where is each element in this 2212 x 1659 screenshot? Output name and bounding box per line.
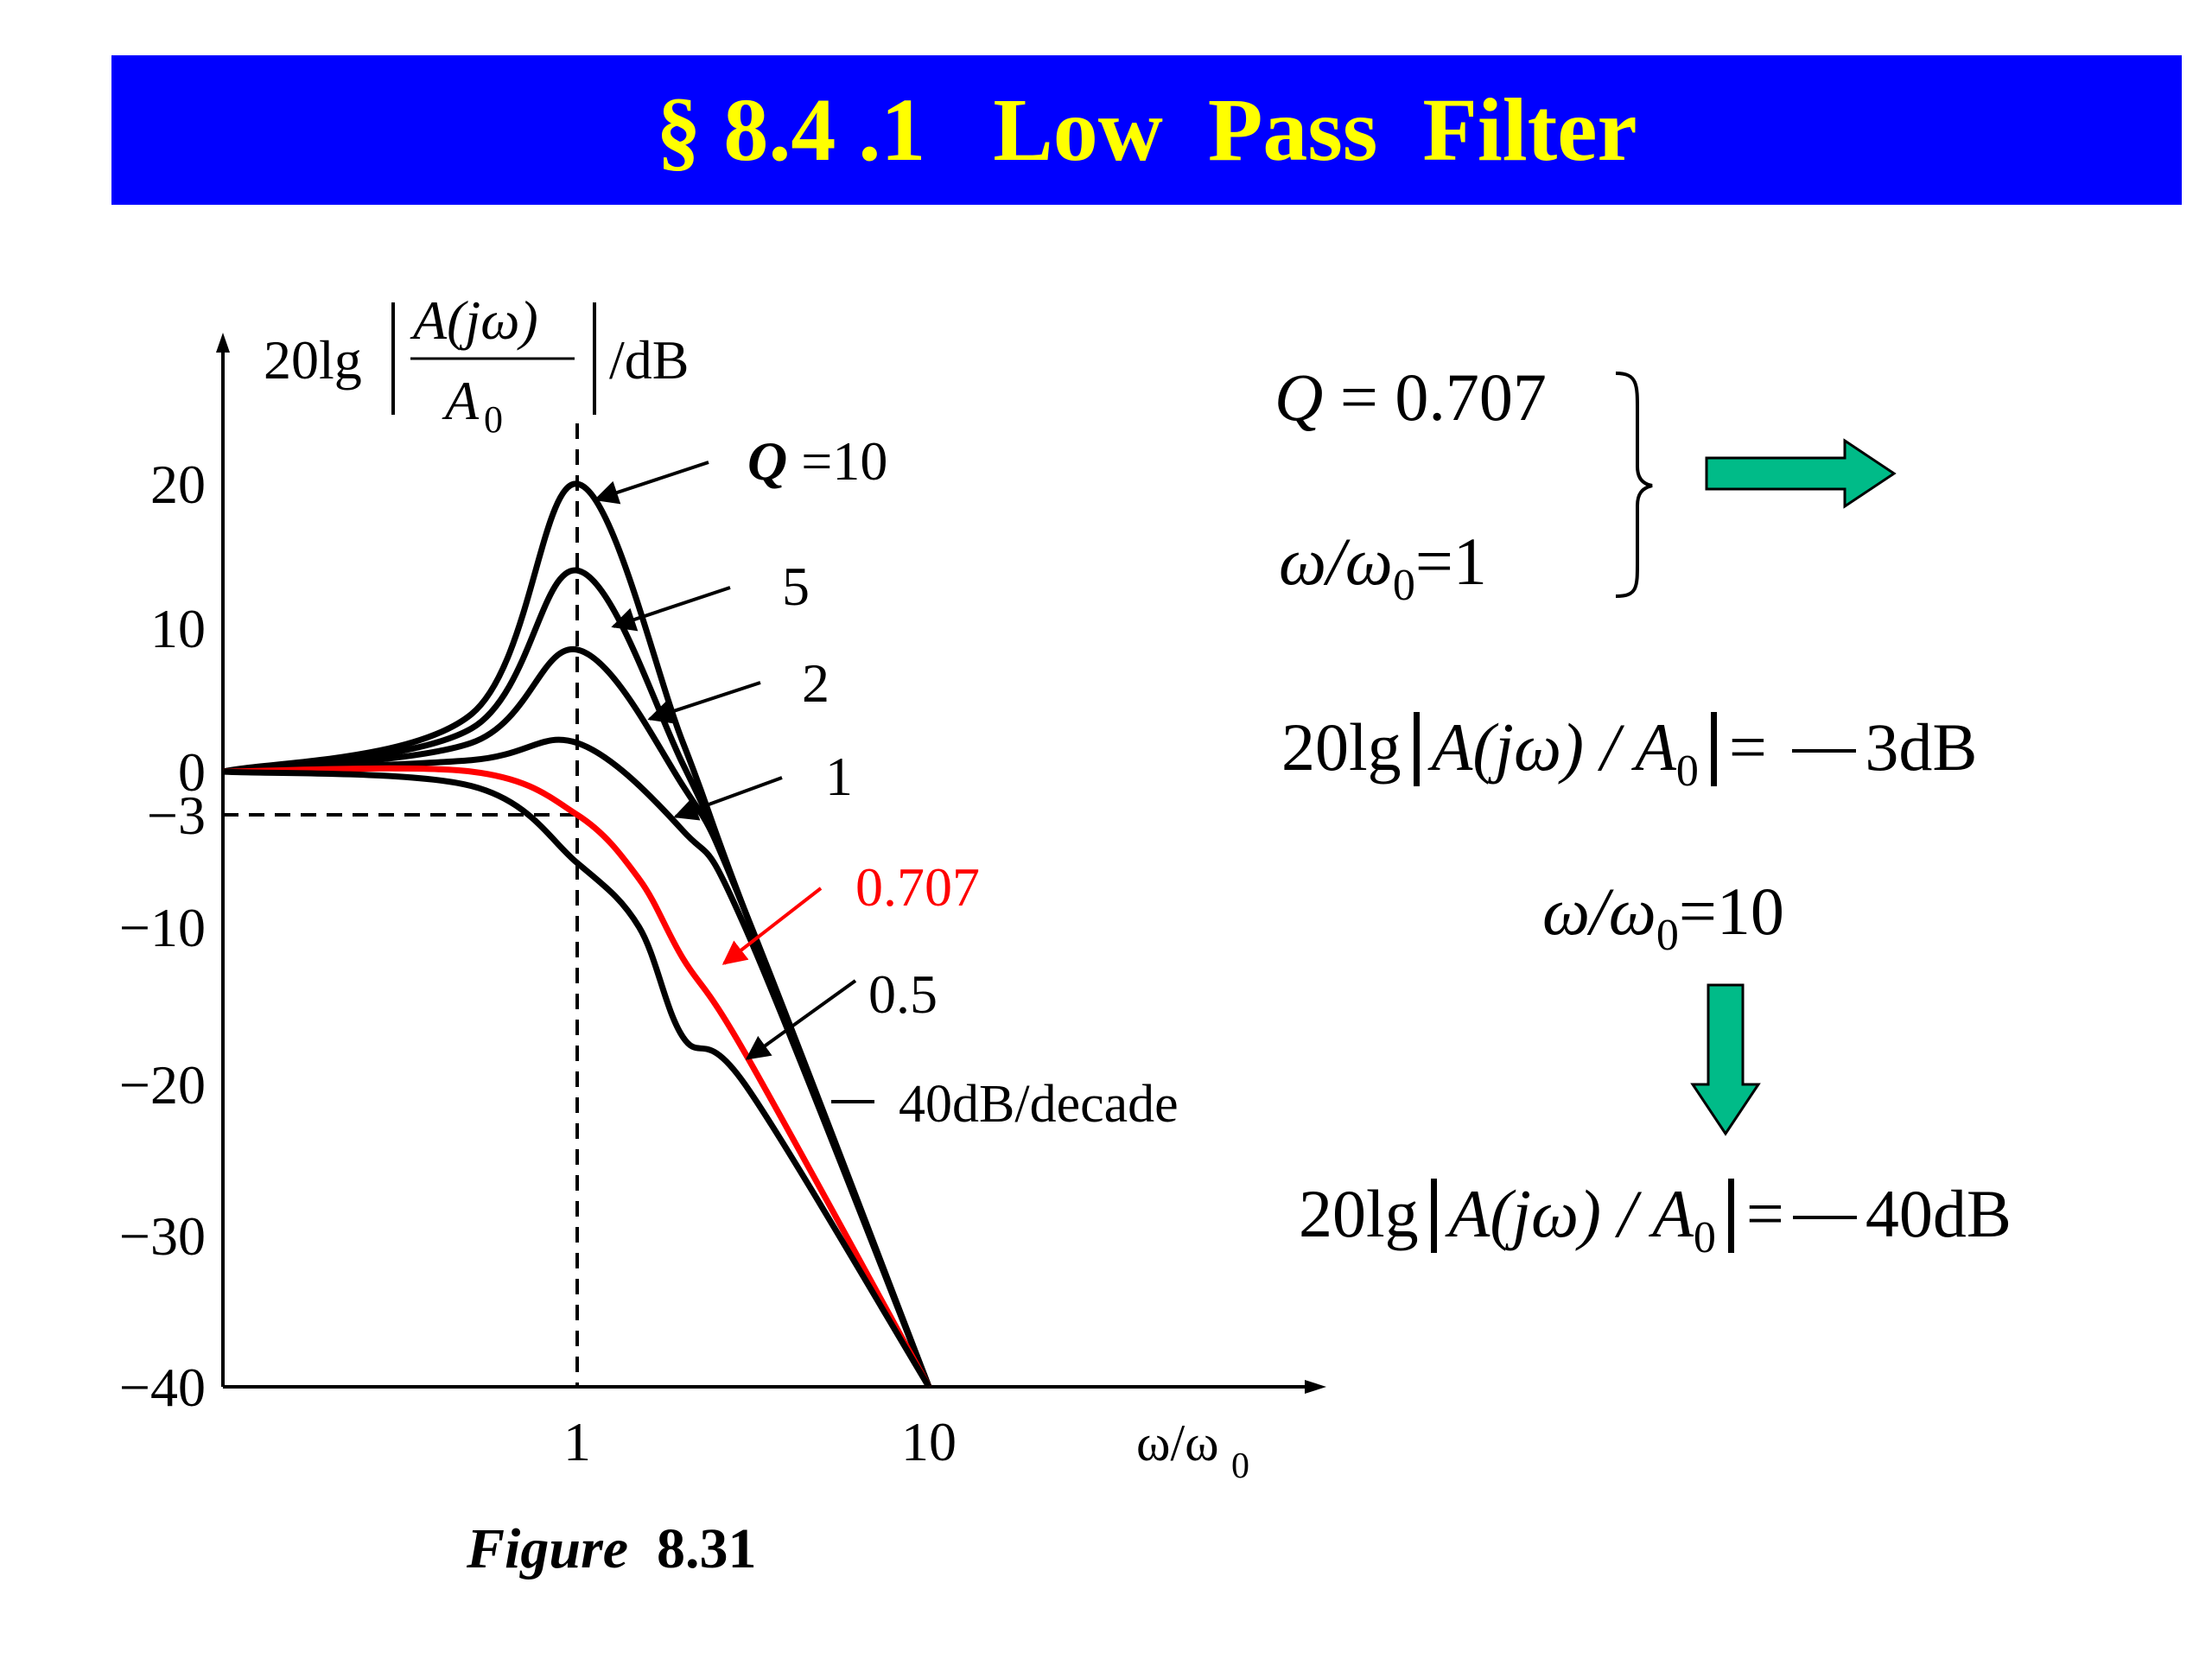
reference-lines [223, 423, 579, 1387]
omega-ratio-line-1: ω/ω0=1 [1279, 523, 1487, 610]
ylabel-unit: /dB [609, 329, 689, 391]
xlabel-sub: 0 [1231, 1446, 1249, 1486]
x-tick-label: 10 [901, 1411, 957, 1472]
omega2-rest: =10 [1678, 874, 1784, 949]
result1-sub: 0 [1675, 747, 1699, 796]
y-tick-label: −3 [147, 785, 206, 846]
title-bar: § 8.4 .1 Low Pass Filter [111, 55, 2182, 205]
series-layer [222, 480, 932, 1389]
annotation-label: 0.707 [855, 856, 980, 918]
result2-sub: 0 [1693, 1213, 1716, 1262]
result-line-1: 20lg A(jω) / A0 = 3dB [1281, 709, 1978, 796]
annotation-arrow [673, 776, 783, 821]
slide-title: § 8.4 .1 Low Pass Filter [656, 80, 1637, 180]
caption-figure-number: 8.31 [657, 1517, 757, 1580]
omega1-var: ω/ω [1279, 524, 1393, 599]
omega2-sub: 0 [1656, 911, 1679, 960]
slope-label: 40dB/decade [899, 1075, 1179, 1134]
annotation-label: 5 [782, 556, 810, 617]
y-tick-label: −20 [119, 1054, 206, 1116]
q-value-line: Q = 0.707 [1274, 359, 1547, 436]
annotation-arrow [647, 681, 761, 724]
annotation-arrow [721, 887, 823, 965]
x-axis-label: ω/ω 0 [1136, 1414, 1249, 1486]
annotation-label: 1 [825, 746, 853, 807]
y-tick-label: −40 [119, 1357, 206, 1418]
y-tick-label: 20 [150, 454, 206, 515]
caption-figure-word: Figure [467, 1517, 629, 1580]
minus-sign [1792, 749, 1857, 753]
right-arrow-icon [1705, 438, 1897, 509]
result2-rest: = [1745, 1176, 1784, 1251]
omega1-sub: 0 [1392, 561, 1415, 610]
xlabel-main: ω/ω [1136, 1414, 1219, 1471]
result-line-2: 20lg A(jω) / A0 = 40dB [1299, 1175, 2012, 1262]
ylabel-numerator: A(jω) [410, 289, 538, 351]
result1-prefix: 20lg [1281, 709, 1402, 785]
series-line-0.5 [222, 768, 931, 1389]
y-tick-label: −10 [119, 897, 206, 958]
omega1-rest: =1 [1414, 524, 1487, 599]
abs-bar-right [1710, 712, 1717, 787]
annotation-layer: Q =10 5 2 10.707 0.5 40dB/decade [594, 430, 1179, 1134]
x-tick-label: 1 [563, 1411, 591, 1472]
y-tick-label: 10 [150, 598, 206, 659]
y-axis-label: 20lg A(jω) A 0 /dB [264, 289, 689, 441]
result1-rest: = [1728, 709, 1784, 785]
annotation-arrow [594, 461, 709, 505]
annotation-arrow [611, 586, 731, 632]
y-tick-label: 0 [178, 741, 206, 803]
annotation-label: 2 [802, 652, 830, 714]
y-axis-arrowhead [216, 333, 230, 353]
q-rest: = 0.707 [1323, 359, 1547, 435]
minus-sign [1792, 1216, 1857, 1220]
abs-bar-left [1430, 1179, 1437, 1254]
abs-bar-left [1413, 712, 1420, 787]
ylabel-denominator-sub: 0 [484, 398, 503, 441]
tick-layer: 20 10 0−3 −10 −20 −30 −40 1 10 [119, 454, 957, 1472]
series-line-1 [222, 736, 932, 1389]
result2-prefix: 20lg [1299, 1176, 1419, 1251]
series-line-0.707 [222, 765, 932, 1389]
result1-value: 3dB [1865, 709, 1978, 785]
x-axis-arrowhead [1305, 1380, 1326, 1394]
annotation-arrow [745, 979, 857, 1060]
result2-value: 40dB [1865, 1176, 2012, 1251]
right-brace [1615, 372, 1653, 598]
result2-expr: A(jω) / A [1448, 1176, 1694, 1251]
y-tick-label: −30 [119, 1205, 206, 1267]
ylabel-denominator: A [442, 370, 480, 431]
annotation-label: 0.5 [868, 963, 938, 1025]
figure-caption: Figure 8.31 [467, 1516, 757, 1582]
omega2-var: ω/ω [1542, 874, 1656, 949]
result1-expr: A(jω) / A [1431, 709, 1676, 785]
down-arrow-icon [1690, 983, 1761, 1136]
ylabel-prefix: 20lg [264, 329, 362, 391]
annotation-label: Q =10 [747, 430, 887, 492]
q-var: Q [1274, 359, 1324, 435]
omega-ratio-line-2: ω/ω0=10 [1542, 873, 1784, 960]
series-line-2 [222, 646, 932, 1389]
abs-bar-right [1727, 1179, 1734, 1254]
